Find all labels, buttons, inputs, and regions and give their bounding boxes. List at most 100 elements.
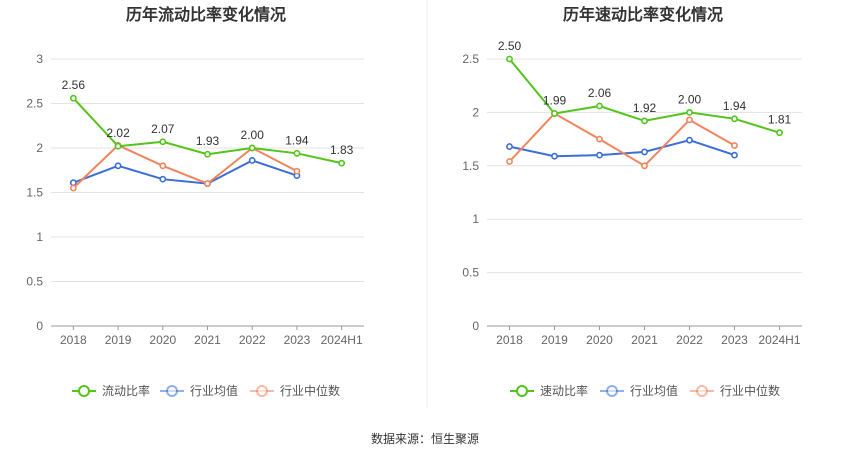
data-point[interactable]	[114, 162, 122, 170]
legend-label: 行业中位数	[720, 383, 780, 398]
data-point[interactable]	[596, 151, 603, 159]
data-source: 数据来源：恒生聚源	[371, 431, 479, 446]
y-tick-label: 0.5	[26, 275, 43, 289]
legend-marker	[606, 385, 618, 397]
data-point[interactable]	[731, 151, 738, 159]
legend-item[interactable]: 速动比率	[510, 383, 588, 398]
data-point[interactable]	[69, 94, 77, 102]
legend-label: 速动比率	[540, 383, 588, 398]
data-point[interactable]	[506, 158, 513, 165]
current-ratio-chart: 历年流动比率变化情况 0 0.5 1 1.5 2 2.5 3 2018 2019 2020 2021 2…	[26, 5, 364, 398]
data-point[interactable]	[69, 179, 77, 187]
data-label: 1.94	[285, 133, 309, 147]
data-point[interactable]	[114, 142, 122, 150]
x-tick-label: 2018	[496, 333, 523, 347]
data-point[interactable]	[248, 157, 256, 164]
y-tick-label: 1.5	[26, 186, 43, 200]
legend-marker	[516, 385, 528, 397]
data-point[interactable]	[776, 129, 783, 137]
quick-ratio-chart-title: 历年速动比率变化情况	[563, 5, 723, 24]
data-point[interactable]	[731, 142, 738, 149]
x-tick-label: 2019	[541, 333, 568, 347]
data-point[interactable]	[506, 143, 513, 150]
data-label: 1.81	[768, 113, 792, 127]
x-tick-label: 2023	[721, 333, 748, 347]
data-point[interactable]	[248, 144, 256, 152]
data-point[interactable]	[506, 55, 513, 63]
legend-item[interactable]: 流动比率	[72, 383, 150, 398]
legend-marker	[696, 385, 708, 397]
data-point[interactable]	[641, 117, 648, 125]
data-point[interactable]	[686, 136, 693, 144]
legend-marker	[78, 385, 90, 397]
data-label: 1.93	[196, 134, 220, 148]
legend-item[interactable]: 行业均值	[160, 383, 238, 398]
data-point[interactable]	[159, 175, 167, 183]
legend-marker	[256, 385, 268, 397]
data-point[interactable]	[551, 152, 558, 160]
x-tick-label: 2023	[284, 333, 311, 347]
data-label: 2.07	[151, 122, 175, 136]
data-point[interactable]	[686, 109, 693, 116]
x-tick-label: 2019	[105, 333, 132, 347]
x-tick-label: 2024H1	[758, 333, 800, 347]
data-label: 2.00	[241, 128, 265, 142]
data-point[interactable]	[551, 110, 558, 117]
data-point[interactable]	[731, 115, 738, 123]
data-label: 1.99	[543, 93, 567, 107]
data-label: 1.83	[330, 143, 354, 157]
series-line	[509, 139, 735, 158]
y-tick-label: 1.5	[462, 159, 479, 173]
legend-item[interactable]: 行业中位数	[690, 383, 780, 398]
x-tick-label: 2018	[60, 333, 87, 347]
legend-label: 行业中位数	[280, 383, 340, 398]
data-point[interactable]	[596, 102, 603, 110]
legend-label: 行业均值	[630, 383, 678, 398]
x-tick-label: 2024H1	[321, 333, 363, 347]
x-tick-label: 2020	[586, 333, 613, 347]
legend-label: 行业均值	[190, 383, 238, 398]
current-ratio-chart-title: 历年流动比率变化情况	[126, 5, 286, 24]
y-tick-label: 2.5	[26, 97, 43, 111]
y-tick-label: 2	[472, 105, 479, 119]
y-tick-label: 3	[36, 52, 43, 66]
data-point[interactable]	[596, 135, 603, 143]
data-label: 2.56	[62, 78, 86, 92]
x-tick-label: 2021	[631, 333, 658, 347]
legend-label: 流动比率	[102, 383, 150, 398]
data-label: 2.06	[588, 86, 612, 100]
y-tick-label: 2.5	[462, 52, 479, 66]
data-point[interactable]	[641, 148, 648, 156]
quick-ratio-chart: 历年速动比率变化情况 0 0.5 1 1.5 2 2.5 2018 2019 2020 2021 20…	[462, 5, 802, 398]
x-tick-label: 2022	[239, 333, 266, 347]
data-point[interactable]	[641, 162, 648, 170]
y-tick-label: 1	[472, 212, 479, 226]
data-point[interactable]	[204, 150, 211, 158]
data-label: 2.50	[498, 39, 522, 53]
data-label: 1.92	[633, 101, 657, 115]
series-line	[73, 159, 298, 185]
data-point[interactable]	[293, 167, 301, 175]
legend-item[interactable]: 行业均值	[600, 383, 678, 398]
data-label: 2.02	[106, 126, 130, 140]
series-line	[72, 144, 298, 189]
series-line	[508, 112, 735, 168]
data-point[interactable]	[69, 184, 77, 192]
data-point[interactable]	[159, 138, 167, 146]
legend-marker	[166, 385, 178, 397]
y-tick-label: 1	[36, 230, 43, 244]
x-tick-label: 2020	[149, 333, 176, 347]
data-point[interactable]	[686, 116, 693, 124]
data-point[interactable]	[159, 162, 167, 170]
y-tick-label: 0	[472, 319, 479, 333]
legend-item[interactable]: 行业中位数	[250, 383, 340, 398]
x-tick-label: 2022	[676, 333, 703, 347]
y-tick-label: 0.5	[462, 266, 479, 280]
data-point[interactable]	[338, 159, 346, 167]
data-label: 2.00	[678, 92, 702, 106]
y-tick-label: 2	[36, 141, 43, 155]
data-point[interactable]	[293, 149, 301, 157]
data-point[interactable]	[204, 180, 211, 187]
x-tick-label: 2021	[194, 333, 221, 347]
